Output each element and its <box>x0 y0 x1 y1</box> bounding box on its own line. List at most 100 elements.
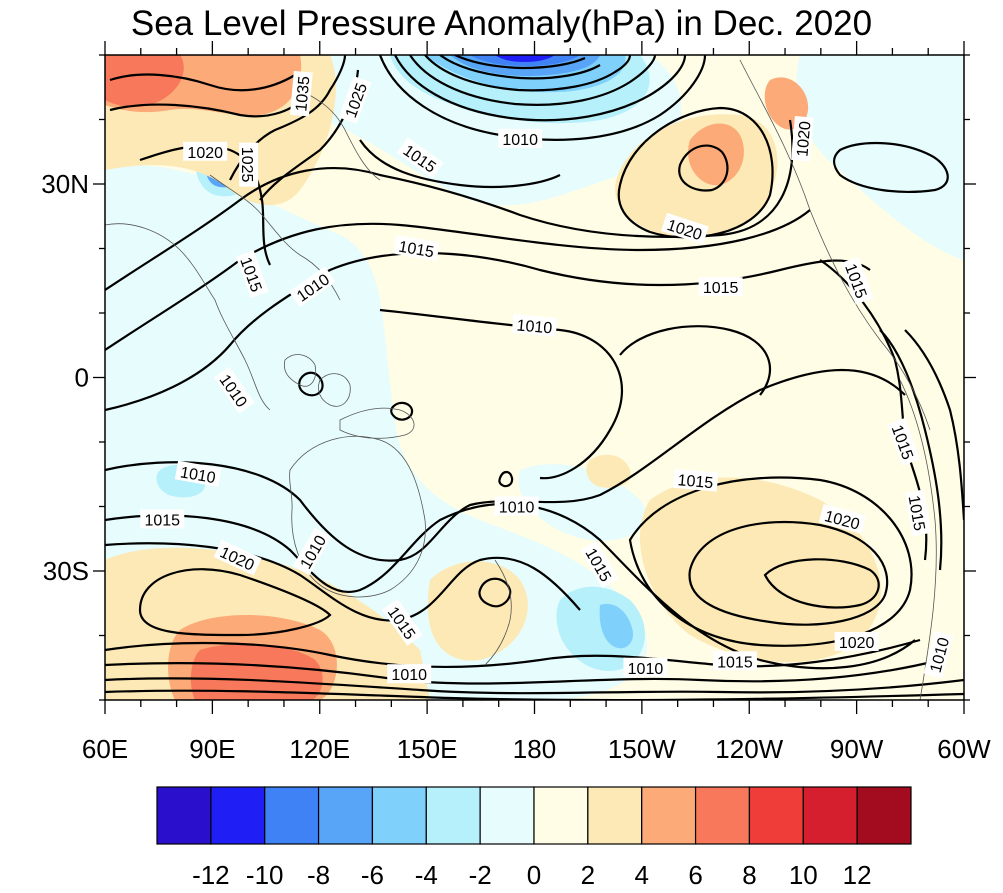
contour-label-background <box>498 128 543 148</box>
coastlines <box>105 59 937 700</box>
contour-label: 1015 <box>712 651 757 671</box>
anomaly-region <box>495 55 555 62</box>
contour-label-background <box>623 657 668 677</box>
contour-label-text: 1035 <box>293 75 313 112</box>
colorbar-label: -10 <box>246 860 284 890</box>
coastline <box>899 379 937 700</box>
contour-label-background <box>511 314 558 337</box>
colorbar-swatch <box>156 786 212 845</box>
contour-label-background <box>183 141 228 161</box>
coastline <box>484 559 512 666</box>
isobar-line <box>359 139 561 189</box>
colorbar-swatch <box>317 786 374 845</box>
isobar-line <box>105 658 941 685</box>
contour-label-background <box>289 70 313 117</box>
isobar-line <box>105 251 871 412</box>
contour-label-text: 1010 <box>628 661 664 678</box>
lon-label: 150W <box>608 734 676 764</box>
contour-label-text: 1015 <box>397 239 435 262</box>
colorbar-label: -8 <box>307 860 330 890</box>
isobar-line <box>498 470 514 488</box>
coastline <box>318 373 351 407</box>
contour-label-background <box>213 366 255 414</box>
lat-label: 30S <box>43 556 89 586</box>
contour-label-text: 1020 <box>187 145 223 162</box>
isobar-line <box>763 558 880 609</box>
contour-label: 1015 <box>672 468 719 492</box>
isobar-line <box>904 329 964 521</box>
contour-label: 1015 <box>140 509 185 529</box>
contour-label: 1020 <box>183 141 228 162</box>
contour-label-text: 1020 <box>794 120 814 157</box>
colorbar-label: 2 <box>581 860 595 890</box>
anomaly-region <box>796 55 964 260</box>
colorbar-label: 12 <box>843 860 872 890</box>
contour-label-background <box>396 137 444 179</box>
colorbar-swatch <box>641 786 697 845</box>
isobar-line <box>617 106 774 239</box>
colorbar-swatch <box>479 786 535 845</box>
contour-label: 1015 <box>698 277 743 297</box>
colorbar-swatch <box>425 786 481 845</box>
contour-label-background <box>382 598 423 646</box>
contour-label-text: 1015 <box>144 512 180 529</box>
contour-label-background <box>904 489 932 537</box>
contour-label-background <box>791 116 814 162</box>
contour-label-background <box>818 504 867 534</box>
lon-label: 120E <box>289 734 350 764</box>
contour-label: 1010 <box>623 657 668 678</box>
isobar-line <box>454 55 586 70</box>
isobar-line <box>138 568 332 637</box>
isobar-line <box>439 55 601 80</box>
contour-label-text: 1010 <box>179 464 217 487</box>
colorbar-swatch <box>533 786 589 845</box>
isobar-line <box>678 144 729 192</box>
contour-label-text: 1025 <box>238 147 255 183</box>
isobar-line <box>105 689 964 700</box>
coastline <box>289 435 426 598</box>
isobar-line <box>105 119 794 291</box>
isobar-line <box>105 638 921 669</box>
contour-label-text: 1015 <box>677 472 714 492</box>
colorbar-swatch <box>856 786 912 845</box>
contour-label: 1020 <box>791 116 814 162</box>
colorbar: -12 -10 -8 -6 -4 -2 0 2 4 6 8 10 12 <box>156 786 912 890</box>
colorbar-label: 4 <box>634 860 648 890</box>
isobar-line <box>832 142 949 193</box>
isobar-line <box>619 325 772 396</box>
lon-label: 90E <box>189 734 235 764</box>
contour-label-background <box>672 468 719 492</box>
colorbar-swatch <box>210 786 266 845</box>
contour-label-background <box>387 664 432 684</box>
contour-label-background <box>174 460 222 487</box>
colorbar-label: 10 <box>789 860 818 890</box>
contour-label-background <box>213 539 262 576</box>
coastline <box>739 59 931 431</box>
contour-label-background <box>288 266 336 308</box>
colorbar-label: -12 <box>192 860 230 890</box>
isobar-line <box>478 577 512 608</box>
contour-label-background <box>235 250 269 299</box>
colorbar-label: -2 <box>469 860 492 890</box>
anomaly-region <box>105 55 184 108</box>
isobar-line <box>379 308 623 480</box>
colorbar-label: 0 <box>527 860 541 890</box>
colorbar-label: 6 <box>688 860 702 890</box>
isobar-line <box>424 55 632 92</box>
contour-label-text: 1010 <box>516 317 553 337</box>
isobar-line <box>105 677 964 695</box>
contour-label: 1010 <box>498 128 543 149</box>
isobar-line <box>109 73 296 92</box>
contour-label-background <box>580 540 619 589</box>
anomaly-region <box>639 477 881 663</box>
contour-label-text: 1010 <box>499 500 535 517</box>
coastline <box>105 223 271 411</box>
contour-label-background <box>923 631 954 679</box>
colorbar-swatch <box>587 786 643 845</box>
contour-label-background <box>712 651 757 671</box>
isobar-line <box>105 502 916 670</box>
colorbar-swatch <box>802 786 858 845</box>
contour-label: 1010 <box>494 496 539 517</box>
isobar-line <box>390 401 414 421</box>
